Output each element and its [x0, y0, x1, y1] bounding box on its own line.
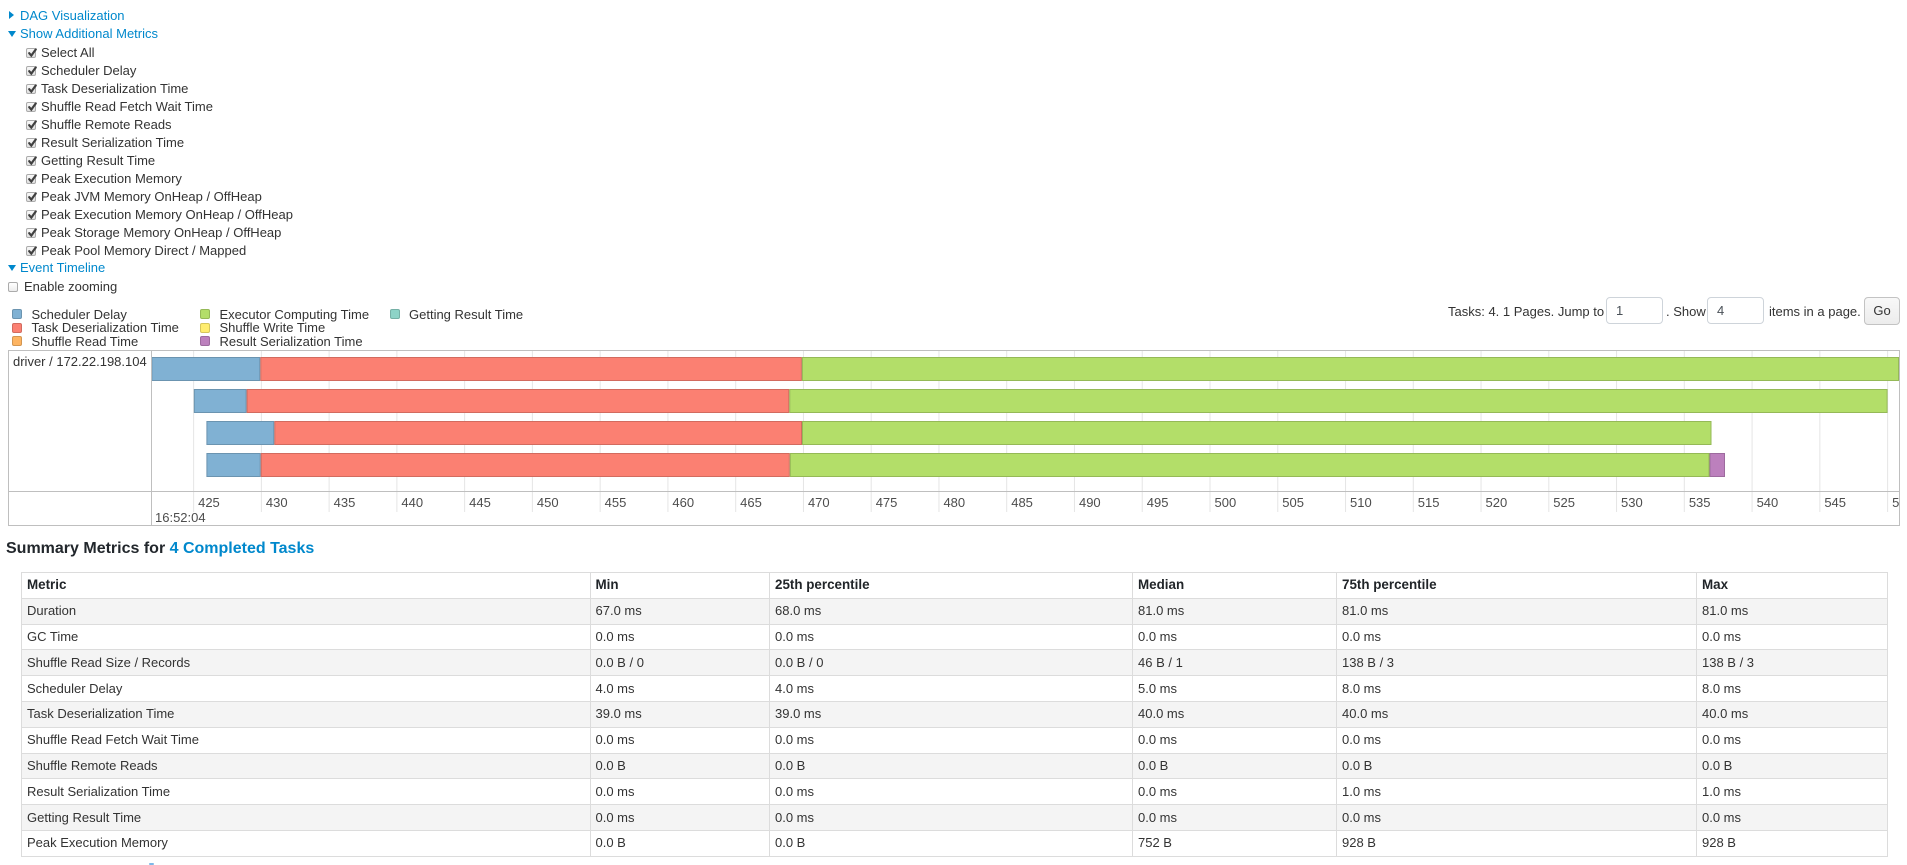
svg-text:485: 485	[1011, 495, 1033, 510]
svg-text:430: 430	[266, 495, 288, 510]
svg-text:440: 440	[401, 495, 423, 510]
svg-text:480: 480	[943, 495, 965, 510]
svg-text:525: 525	[1553, 495, 1575, 510]
svg-text:520: 520	[1486, 495, 1508, 510]
svg-text:455: 455	[605, 495, 627, 510]
svg-text:550: 550	[1892, 495, 1907, 510]
svg-text:470: 470	[808, 495, 830, 510]
svg-text:425: 425	[198, 495, 220, 510]
svg-text:515: 515	[1418, 495, 1440, 510]
svg-text:460: 460	[672, 495, 694, 510]
svg-text:465: 465	[740, 495, 762, 510]
svg-text:535: 535	[1689, 495, 1711, 510]
svg-text:500: 500	[1215, 495, 1237, 510]
svg-text:16:52:04: 16:52:04	[155, 510, 206, 525]
svg-text:435: 435	[334, 495, 356, 510]
svg-text:530: 530	[1621, 495, 1643, 510]
svg-text:475: 475	[876, 495, 898, 510]
svg-text:490: 490	[1079, 495, 1101, 510]
svg-text:driver / 172.22.198.104: driver / 172.22.198.104	[13, 354, 147, 369]
svg-text:445: 445	[469, 495, 491, 510]
svg-text:505: 505	[1282, 495, 1304, 510]
svg-text:450: 450	[537, 495, 559, 510]
svg-text:540: 540	[1757, 495, 1779, 510]
svg-text:495: 495	[1147, 495, 1169, 510]
svg-text:510: 510	[1350, 495, 1372, 510]
svg-text:545: 545	[1824, 495, 1846, 510]
